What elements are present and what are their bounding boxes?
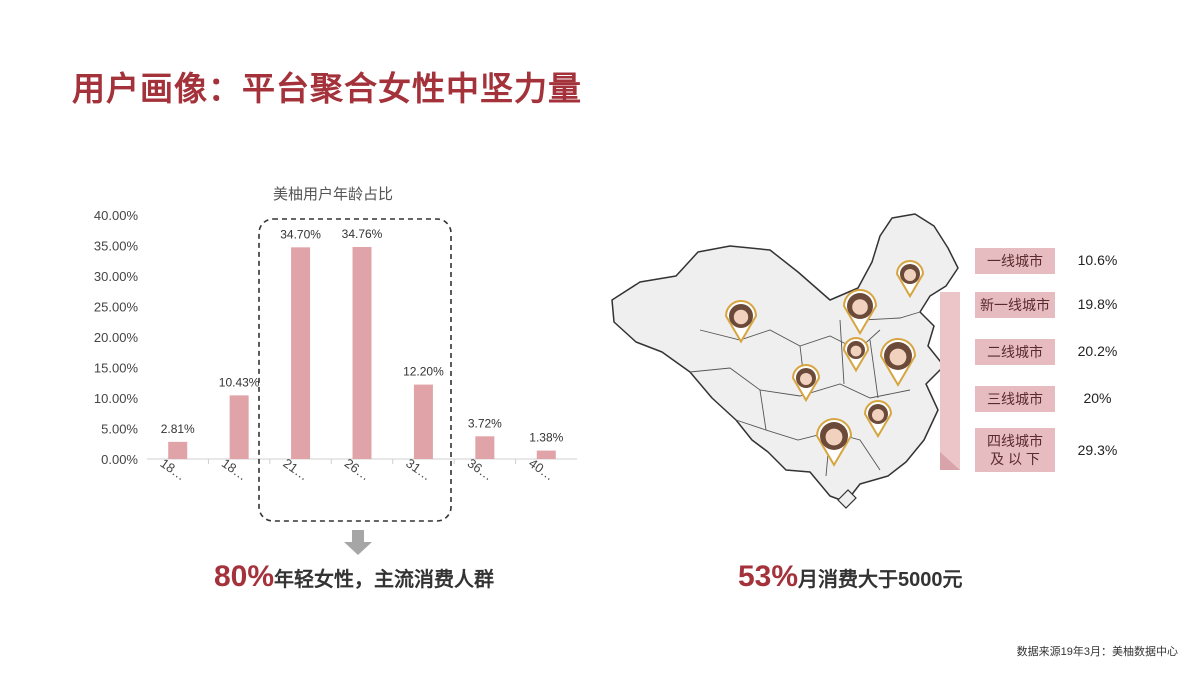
bar: [352, 246, 372, 459]
y-tick-label: 40.00%: [94, 208, 139, 223]
callout-spending: 53%月消费大于5000元: [738, 560, 963, 594]
map-pin-avatar-icon: [895, 260, 925, 299]
y-tick-label: 20.00%: [94, 330, 139, 345]
bar-value-label: 10.43%: [219, 375, 260, 389]
tier-bracket-bar: [940, 292, 960, 470]
tier-value: 20.2%: [1077, 343, 1118, 359]
y-tick-label: 35.00%: [94, 239, 139, 254]
bar: [168, 441, 188, 459]
tier-label: 二线城市: [975, 339, 1055, 365]
bar: [291, 247, 311, 459]
tier-label: 三线城市: [975, 386, 1055, 412]
tier-value: 29.3%: [1077, 442, 1118, 458]
tier-value: 10.6%: [1077, 252, 1118, 268]
map-pin-avatar-icon: [724, 300, 758, 344]
bars: 2.81% 18… 10.43% 18… 34.70% 21… 34.76% 26… 12.20…: [157, 227, 563, 483]
down-arrow-icon: [344, 530, 372, 555]
y-tick-label: 30.00%: [94, 269, 139, 284]
y-tick-label: 10.00%: [94, 391, 139, 406]
callout-left-text: 年轻女性，主流消费人群: [274, 569, 495, 591]
bar: [229, 395, 249, 459]
chart-title: 美柚用户年龄占比: [273, 186, 393, 203]
bar: [536, 450, 556, 459]
x-tick-label: 31…: [403, 455, 434, 483]
callout-right-text: 月消费大于5000元: [798, 569, 963, 591]
bar-value-label: 2.81%: [161, 422, 195, 436]
tier-label: 新一线城市: [975, 292, 1055, 318]
page-title: 用户画像：平台聚合女性中坚力量: [72, 70, 582, 107]
bar: [413, 384, 433, 459]
tier-label: 一线城市: [975, 248, 1055, 274]
y-tick-label: 25.00%: [94, 300, 139, 315]
bar-value-label: 34.70%: [280, 227, 321, 241]
map-pin-avatar-icon: [879, 338, 917, 387]
x-tick-label: 18…: [219, 455, 250, 483]
tier-label: 四线城市及 以 下: [975, 428, 1055, 472]
callout-right-pct: 53%: [738, 560, 799, 593]
x-tick-label: 36…: [465, 455, 496, 483]
bar-value-label: 12.20%: [403, 365, 444, 379]
map-pin-avatar-icon: [791, 364, 821, 403]
x-tick-label: 40…: [526, 455, 557, 483]
tier-value: 20%: [1083, 390, 1112, 406]
bar-value-label: 34.76%: [342, 227, 383, 241]
bar-value-label: 1.38%: [529, 431, 563, 445]
tier-value: 19.8%: [1077, 296, 1118, 312]
y-tick-label: 5.00%: [101, 422, 138, 437]
source-note: 数据来源19年3月：美柚数据中心: [1016, 646, 1178, 658]
bar-value-label: 3.72%: [468, 416, 502, 430]
map-pin-avatar-icon: [842, 337, 870, 373]
bar: [475, 436, 495, 459]
map-pin-avatar-icon: [815, 418, 853, 467]
y-tick-label: 0.00%: [101, 452, 138, 467]
highlight-box: [258, 218, 452, 522]
map-pin-avatar-icon: [842, 289, 878, 336]
x-tick-label: 26…: [342, 455, 373, 483]
y-axis: 0.00% 5.00% 10.00% 15.00% 20.00% 25.00% 30.00%…: [94, 208, 139, 467]
callout-left-pct: 80%: [214, 560, 275, 593]
callout-young-women: 80%年轻女性，主流消费人群: [214, 560, 494, 594]
map-pins: [724, 260, 925, 467]
map-pin-avatar-icon: [863, 400, 893, 439]
x-tick-label: 18…: [157, 455, 188, 483]
x-tick-label: 21…: [280, 455, 311, 483]
y-tick-label: 15.00%: [94, 361, 139, 376]
